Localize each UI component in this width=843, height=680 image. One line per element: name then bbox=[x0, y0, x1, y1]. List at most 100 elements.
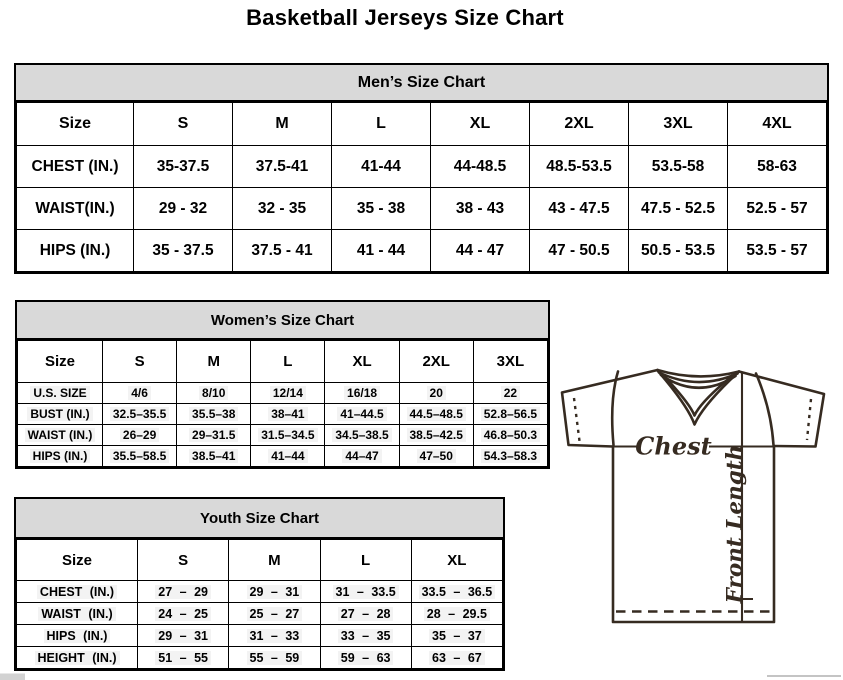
table-cell: 20 bbox=[398, 382, 474, 404]
table-cell: 29 – 31 bbox=[136, 624, 230, 647]
table-cell: 46.8–50.3 bbox=[472, 424, 549, 446]
table-row: U.S. SIZE 4/6 8/10 12/14 16/18 20 22 bbox=[17, 382, 549, 404]
table-cell: 35.5–58.5 bbox=[101, 445, 178, 467]
table-cell: 48.5-53.5 bbox=[529, 145, 629, 188]
table-row: BUST (IN.) 32.5–35.5 35.5–38 38–41 41–44.5 44… bbox=[17, 403, 549, 425]
stitch-dashed-lines bbox=[572, 397, 813, 442]
row-label: WAIST (IN.) bbox=[17, 424, 103, 446]
youth-size-chart: Youth Size Chart Size S M L XL CHEST (IN.) 27 … bbox=[14, 497, 505, 671]
row-label: CHEST (IN.) bbox=[16, 580, 138, 603]
table-cell: 22 bbox=[472, 382, 549, 404]
table-cell: 29 – 31 bbox=[228, 580, 321, 603]
table-row: HIPS (IN.) 35 - 37.5 37.5 - 41 41 - 44 44 - … bbox=[16, 229, 827, 272]
column-header: XL bbox=[410, 539, 504, 581]
mens-chart-title: Men’s Size Chart bbox=[16, 65, 827, 102]
table-cell: 8/10 bbox=[176, 382, 252, 404]
table-cell: 47–50 bbox=[398, 445, 474, 467]
youth-table: Size S M L XL CHEST (IN.) 27 – 29 29 – 31 31 – 3… bbox=[16, 539, 504, 669]
table-cell: 24 – 25 bbox=[136, 602, 230, 625]
table-cell: 12/14 bbox=[250, 382, 326, 404]
size-corner-header: Size bbox=[17, 340, 103, 383]
table-cell: 38 - 43 bbox=[430, 187, 530, 230]
table-cell: 59 – 63 bbox=[319, 646, 412, 669]
table-cell: 27 – 29 bbox=[136, 580, 230, 603]
column-header: S bbox=[136, 539, 230, 581]
table-cell: 32.5–35.5 bbox=[101, 403, 178, 425]
table-cell: 29 - 32 bbox=[133, 187, 233, 230]
table-cell: 44–47 bbox=[324, 445, 400, 467]
table-cell: 38–41 bbox=[250, 403, 326, 425]
table-cell: 35 - 38 bbox=[331, 187, 431, 230]
column-header: 3XL bbox=[472, 340, 549, 383]
column-header: S bbox=[133, 102, 233, 146]
column-header: M bbox=[176, 340, 252, 383]
table-cell: 34.5–38.5 bbox=[324, 424, 400, 446]
table-cell: 16/18 bbox=[324, 382, 400, 404]
table-cell: 58-63 bbox=[727, 145, 827, 188]
size-corner-header: Size bbox=[16, 539, 138, 581]
mens-table: Size S M L XL 2XL 3XL 4XL CHEST (IN.) 35-37.5 37.5… bbox=[16, 102, 827, 272]
row-label: HIPS (IN.) bbox=[16, 229, 134, 272]
left-cuff-dashed-line bbox=[572, 397, 581, 442]
collar-back-edge bbox=[656, 368, 741, 378]
column-header: 3XL bbox=[628, 102, 728, 146]
row-label: CHEST (IN.) bbox=[16, 145, 134, 188]
table-cell: 53.5 - 57 bbox=[727, 229, 827, 272]
table-cell: 35.5–38 bbox=[176, 403, 252, 425]
table-cell: 37.5-41 bbox=[232, 145, 332, 188]
table-cell: 43 - 47.5 bbox=[529, 187, 629, 230]
right-cuff-dashed-line bbox=[805, 398, 813, 441]
jersey-outline bbox=[560, 368, 826, 624]
womens-table: Size S M L XL 2XL 3XL U.S. SIZE 4/6 8/10 12/14 16/1… bbox=[17, 340, 549, 467]
scrollbar-fragment-right[interactable] bbox=[767, 675, 841, 677]
table-row: CHEST (IN.) 35-37.5 37.5-41 41-44 44-48.5 48.… bbox=[16, 145, 827, 188]
table-cell: 28 – 29.5 bbox=[410, 602, 504, 625]
chest-label: Chest bbox=[635, 432, 711, 461]
column-header: 2XL bbox=[529, 102, 629, 146]
row-label: WAIST(IN.) bbox=[16, 187, 134, 230]
right-armhole-seam bbox=[754, 372, 775, 447]
table-cell: 31 – 33 bbox=[228, 624, 321, 647]
scrollbar-fragment-left[interactable] bbox=[0, 673, 25, 680]
table-cell: 35 - 37.5 bbox=[133, 229, 233, 272]
row-label: WAIST (IN.) bbox=[16, 602, 138, 625]
column-header: M bbox=[228, 539, 321, 581]
womens-chart-title: Women’s Size Chart bbox=[17, 302, 548, 340]
column-header: 4XL bbox=[727, 102, 827, 146]
table-cell: 41-44 bbox=[331, 145, 431, 188]
table-cell: 27 – 28 bbox=[319, 602, 412, 625]
table-cell: 33.5 – 36.5 bbox=[410, 580, 504, 603]
jersey-measurement-diagram: Chest Front Length bbox=[560, 368, 826, 624]
table-cell: 47.5 - 52.5 bbox=[628, 187, 728, 230]
column-header: XL bbox=[430, 102, 530, 146]
table-cell: 53.5-58 bbox=[628, 145, 728, 188]
table-cell: 31.5–34.5 bbox=[250, 424, 326, 446]
size-corner-header: Size bbox=[16, 102, 134, 146]
table-cell: 50.5 - 53.5 bbox=[628, 229, 728, 272]
table-row: WAIST(IN.) 29 - 32 32 - 35 35 - 38 38 - 43 43… bbox=[16, 187, 827, 230]
table-cell: 52.8–56.5 bbox=[472, 403, 549, 425]
column-header: L bbox=[319, 539, 412, 581]
v-neck-inner bbox=[662, 374, 733, 417]
row-label: HIPS (IN.) bbox=[16, 624, 138, 647]
measurement-lines bbox=[613, 371, 774, 622]
front-length-label: Front Length bbox=[723, 445, 748, 605]
table-cell: 51 – 55 bbox=[136, 646, 230, 669]
row-label: BUST (IN.) bbox=[17, 403, 103, 425]
table-row: CHEST (IN.) 27 – 29 29 – 31 31 – 33.5 33.5 –… bbox=[16, 580, 504, 603]
table-cell: 44 - 47 bbox=[430, 229, 530, 272]
table-cell: 26–29 bbox=[101, 424, 178, 446]
column-header: M bbox=[232, 102, 332, 146]
column-header: S bbox=[101, 340, 178, 383]
table-cell: 44-48.5 bbox=[430, 145, 530, 188]
table-cell: 29–31.5 bbox=[176, 424, 252, 446]
table-cell: 4/6 bbox=[101, 382, 178, 404]
table-row: HIPS (IN.) 35.5–58.5 38.5–41 41–44 44–47 47–5… bbox=[17, 445, 549, 467]
table-cell: 47 - 50.5 bbox=[529, 229, 629, 272]
row-label: U.S. SIZE bbox=[17, 382, 103, 404]
table-row: WAIST (IN.) 24 – 25 25 – 27 27 – 28 28 – 29.… bbox=[16, 602, 504, 625]
table-cell: 54.3–58.3 bbox=[472, 445, 549, 467]
table-row: HEIGHT (IN.) 51 – 55 55 – 59 59 – 63 63 – 67 bbox=[16, 646, 504, 669]
womens-size-chart: Women’s Size Chart Size S M L XL 2XL 3XL U.S. S… bbox=[15, 300, 550, 469]
table-cell: 33 – 35 bbox=[319, 624, 412, 647]
